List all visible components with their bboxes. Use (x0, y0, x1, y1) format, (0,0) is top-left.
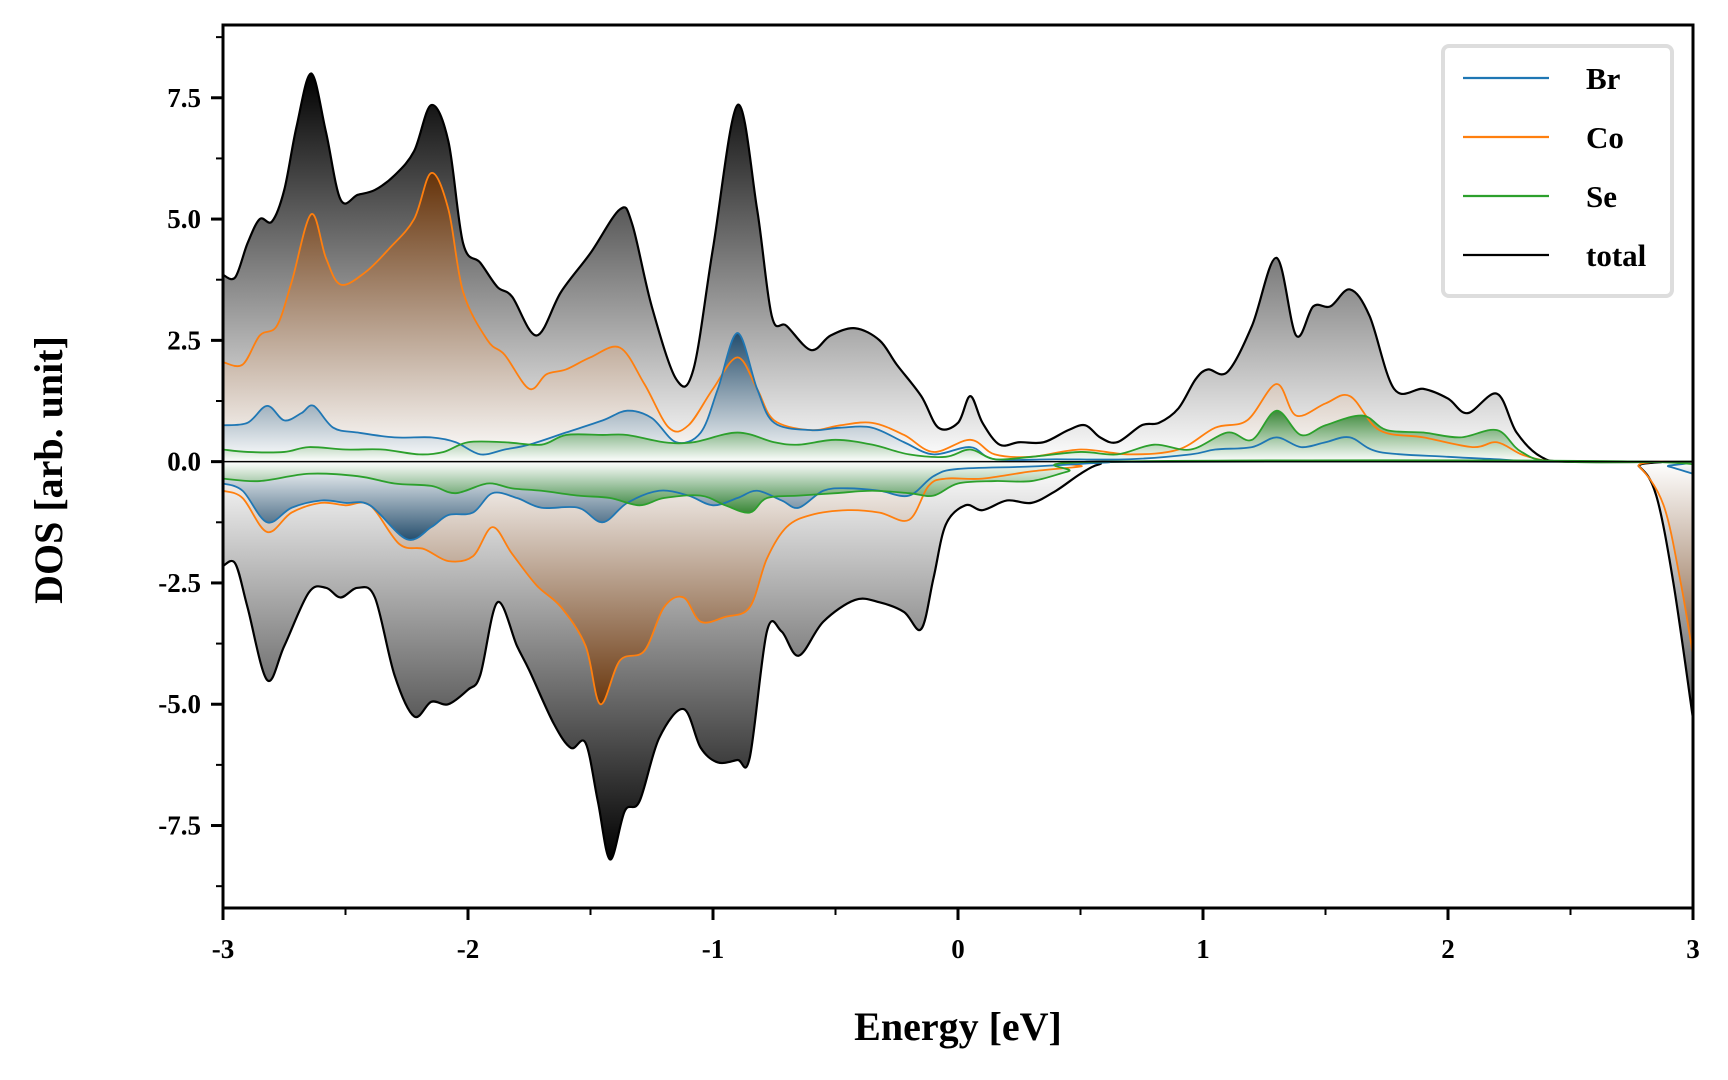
legend-item-co: Co (1463, 120, 1624, 155)
x-tick-label: -2 (457, 934, 480, 964)
x-axis-label: Energy [eV] (854, 1004, 1062, 1049)
legend-label: Br (1586, 61, 1621, 96)
dos-line-total-up (223, 72, 1693, 464)
plot-area (223, 72, 1693, 861)
legend-item-se: Se (1463, 179, 1617, 214)
legend-label: Co (1586, 120, 1624, 155)
y-tick-label: 0.0 (167, 447, 201, 477)
legend: Br Co Se total (1441, 44, 1674, 298)
dos-fill-br-up (223, 333, 1693, 462)
legend-box (1441, 44, 1674, 298)
dos-fill-se-up (223, 410, 1693, 463)
y-tick-label: -2.5 (158, 568, 201, 598)
x-tick-label: 2 (1441, 934, 1455, 964)
x-tick-label: 1 (1196, 934, 1210, 964)
y-tick-label: 2.5 (167, 325, 201, 355)
y-tick-label: -5.0 (158, 689, 201, 719)
x-tick-label: -3 (212, 934, 235, 964)
x-tick-label: -1 (702, 934, 725, 964)
legend-item-total: total (1463, 238, 1647, 273)
y-tick-label: -7.5 (158, 811, 201, 841)
legend-label: total (1586, 238, 1647, 273)
dos-fill-co-down (223, 461, 1693, 705)
y-tick-label: 5.0 (167, 204, 201, 234)
y-axis-label: DOS [arb. unit] (26, 336, 71, 604)
line-layer (223, 72, 1693, 861)
y-tick-label: 7.5 (167, 83, 201, 113)
legend-label: Se (1586, 179, 1617, 214)
dos-line-se-down (223, 459, 1693, 514)
dos-fill-se-down (223, 460, 1693, 513)
ticks: -3 -2 -1 0 1 2 3 -7.5 -5.0 -2.5 0.0 2.5 5.0 7.5 (158, 36, 1700, 964)
dos-line-total-down (223, 460, 1693, 861)
legend-item-br: Br (1463, 61, 1621, 96)
x-tick-label: 0 (951, 934, 965, 964)
dos-line-se-up (223, 409, 1693, 464)
dos-fill-co-up (223, 172, 1693, 462)
dos-line-br-up (223, 332, 1693, 463)
x-tick-label: 3 (1686, 934, 1700, 964)
